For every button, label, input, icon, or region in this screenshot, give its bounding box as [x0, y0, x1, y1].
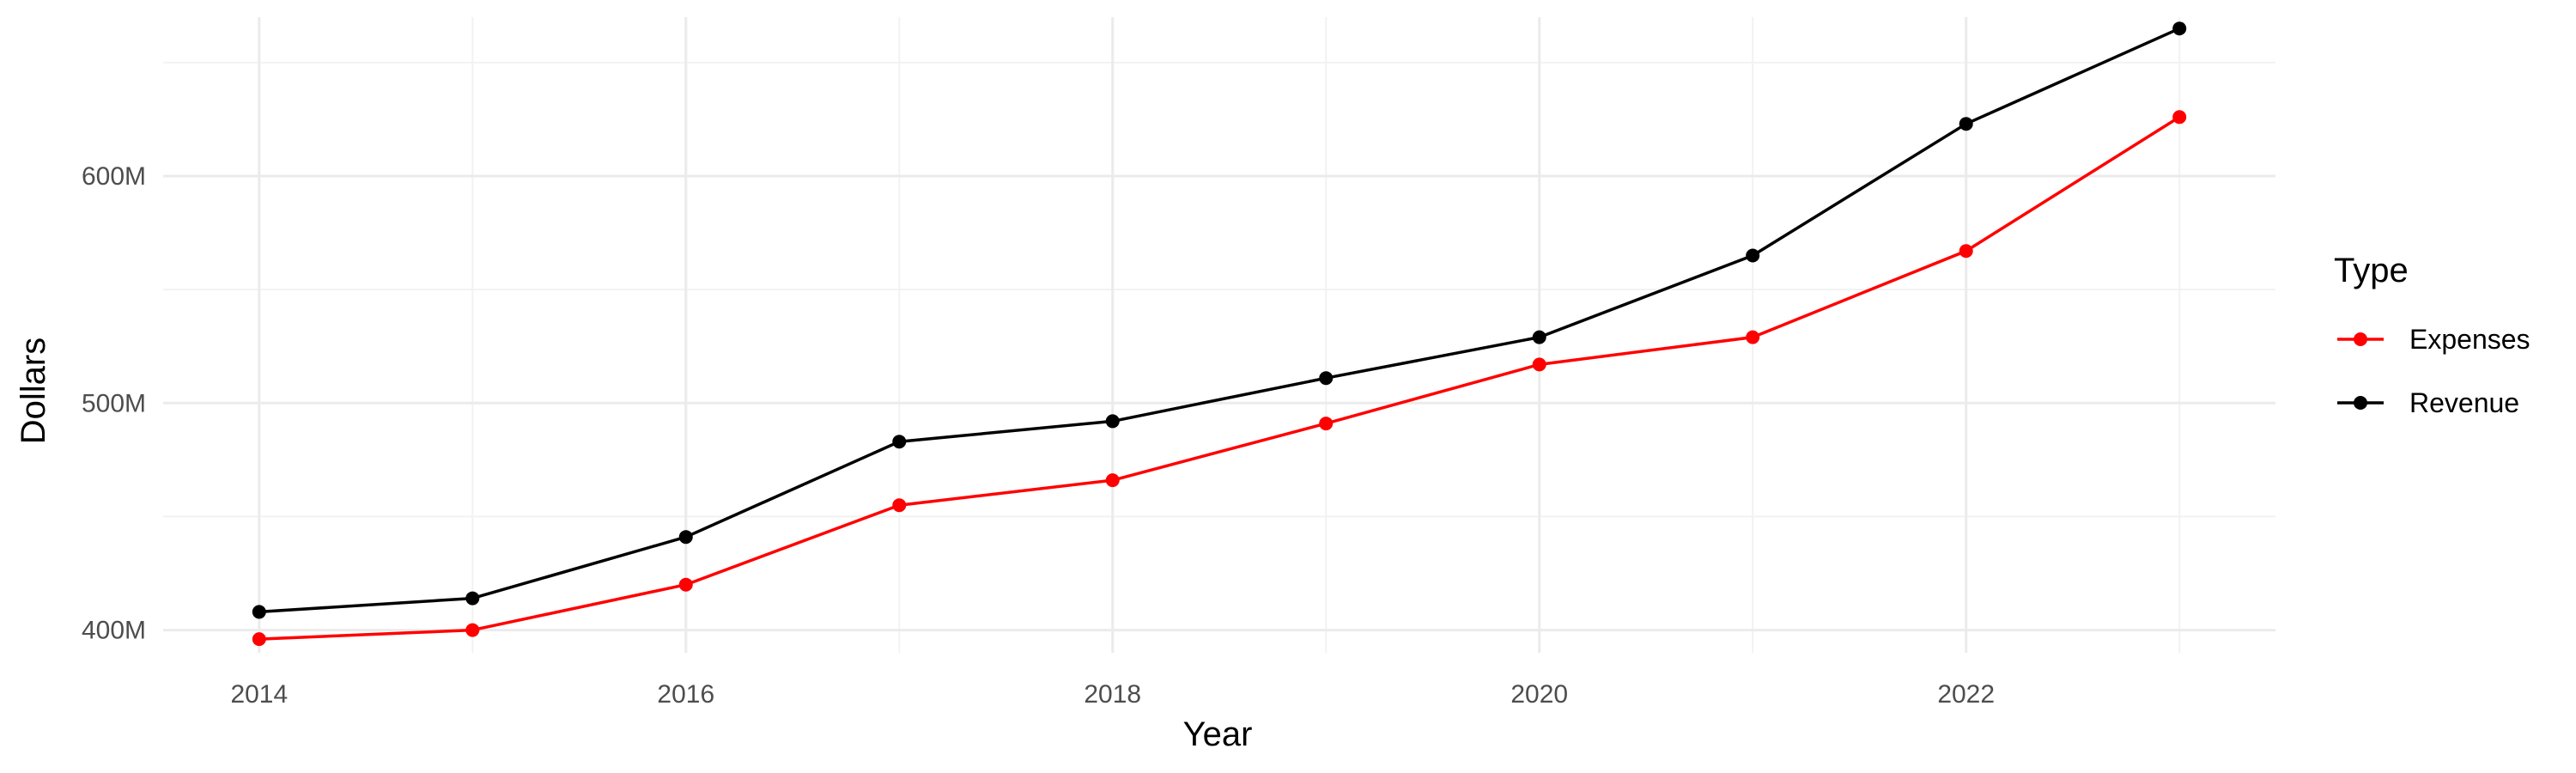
legend-key-point-revenue — [2354, 396, 2367, 410]
revenue-data-point — [2172, 21, 2187, 36]
revenue-data-point — [465, 591, 480, 606]
legend-label-expenses: Expenses — [2409, 324, 2530, 355]
revenue-data-point — [1105, 414, 1120, 429]
series-lines — [258, 27, 2181, 641]
minor-gridlines — [163, 17, 2275, 653]
expenses-data-point — [252, 632, 266, 647]
revenue-data-point — [252, 605, 266, 619]
expenses-data-point — [678, 577, 693, 592]
major-gridlines — [163, 17, 2275, 653]
y-tick-label: 500M — [82, 389, 146, 417]
expenses-data-point — [1319, 417, 1334, 431]
legend-key-point-expenses — [2354, 332, 2367, 346]
x-axis-tick-labels: 2014 2016 2018 2020 2022 — [230, 680, 1995, 709]
legend: Type Expenses Revenue — [2334, 252, 2530, 418]
expenses-data-point — [1746, 330, 1760, 344]
y-axis-tick-labels: 400M 500M 600M — [82, 162, 146, 645]
y-tick-label: 400M — [82, 617, 146, 645]
revenue-data-point — [1532, 330, 1546, 344]
expenses-data-point — [465, 623, 480, 637]
expenses-data-point — [1532, 357, 1546, 372]
legend-label-revenue: Revenue — [2409, 387, 2519, 418]
revenue-data-point — [678, 530, 693, 545]
revenue-data-point — [1746, 248, 1760, 263]
y-tick-label: 600M — [82, 162, 146, 191]
revenue-data-point — [1319, 371, 1334, 386]
legend-title: Type — [2334, 252, 2409, 289]
x-tick-label: 2014 — [230, 680, 288, 709]
x-tick-label: 2020 — [1510, 680, 1568, 709]
x-tick-label: 2016 — [657, 680, 714, 709]
expenses-series-line — [258, 115, 2181, 641]
x-axis-title: Year — [1183, 715, 1253, 753]
revenue-data-point — [1959, 117, 1973, 131]
expenses-data-point — [1959, 244, 1973, 259]
y-axis-title: Dollars — [15, 338, 52, 444]
x-tick-label: 2018 — [1084, 680, 1141, 709]
expenses-data-point — [892, 498, 907, 513]
expenses-data-point — [1105, 473, 1120, 488]
expenses-data-point — [2172, 110, 2187, 125]
x-tick-label: 2022 — [1937, 680, 1995, 709]
revenue-data-point — [892, 435, 907, 449]
series-points — [252, 21, 2187, 647]
revenue-series-line — [258, 27, 2181, 614]
